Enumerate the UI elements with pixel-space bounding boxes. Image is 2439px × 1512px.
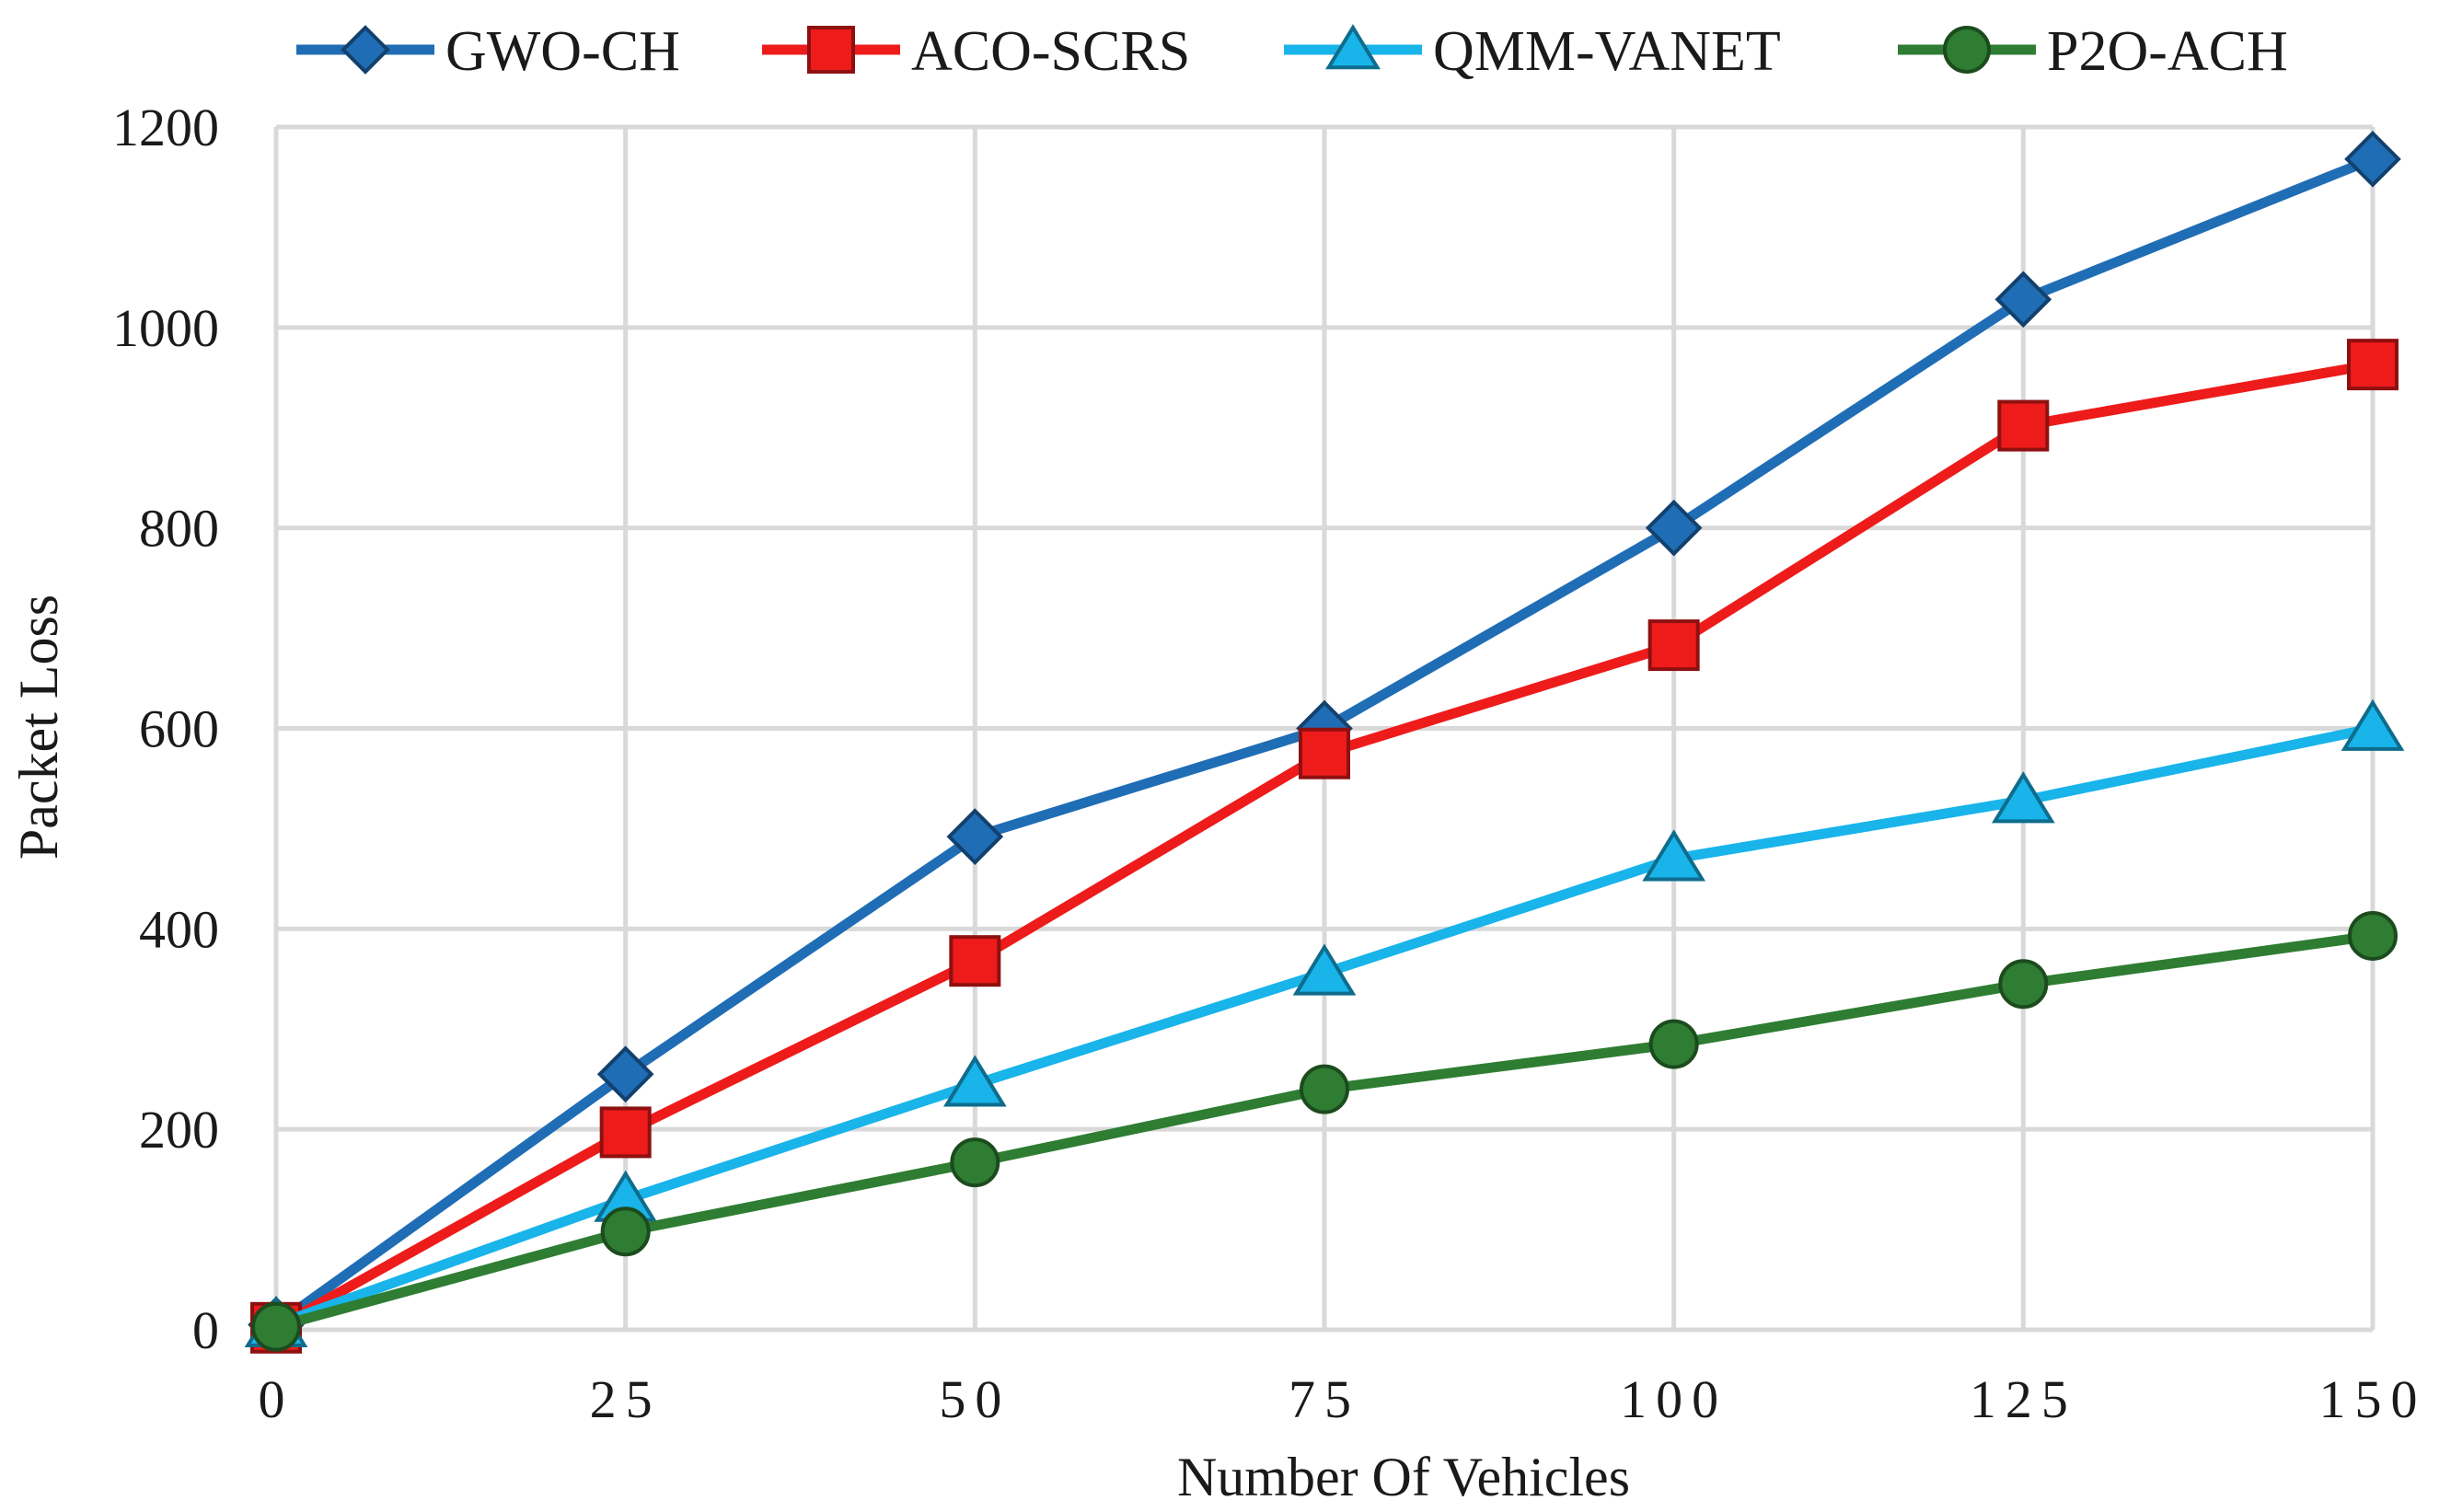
data-point	[1292, 943, 1357, 996]
y-tick-label: 800	[139, 499, 219, 559]
x-tick-label: 50	[939, 1369, 1011, 1429]
legend-item: ACO-SCRS	[762, 20, 1190, 83]
y-tick-label: 400	[139, 899, 219, 959]
data-point	[1991, 771, 2055, 824]
legend-item: GWO-CH	[296, 20, 680, 83]
data-point	[251, 1301, 301, 1352]
x-tick-label: 125	[1970, 1369, 2077, 1429]
data-point	[599, 1106, 652, 1159]
data-point	[1300, 1064, 1349, 1114]
data-point	[2344, 131, 2401, 188]
y-tick-label: 0	[192, 1300, 219, 1360]
data-point	[950, 1137, 1000, 1188]
data-point	[1299, 727, 1350, 779]
legend-label: ACO-SCRS	[911, 20, 1190, 83]
y-tick-label: 1000	[112, 298, 219, 358]
data-point	[1645, 499, 1703, 557]
data-point	[1648, 1019, 1699, 1069]
x-tick-label: 100	[1620, 1369, 1728, 1429]
data-point	[1997, 399, 2050, 452]
data-point	[2347, 339, 2399, 391]
legend-item: P2O-ACH	[1898, 20, 2288, 83]
series-layer	[244, 131, 2405, 1354]
data-point	[596, 1045, 654, 1103]
y-tick-label: 1200	[112, 98, 219, 157]
legend: GWO-CH ACO-SCRS QMM-VANET P2O-ACH	[296, 20, 2288, 83]
y-axis: 0 200 400 600 800 1000 1200	[112, 98, 219, 1360]
data-point	[1994, 271, 2052, 329]
data-point	[1642, 829, 1706, 882]
y-axis-title: Packet Loss	[8, 594, 69, 860]
data-point	[942, 1055, 1007, 1107]
data-point	[2341, 698, 2405, 751]
x-axis-title: Number Of Vehicles	[1177, 1447, 1630, 1507]
x-tick-label: 0	[259, 1369, 295, 1429]
legend-marker	[807, 26, 855, 74]
x-axis: 0 25 50 75 100 125 150	[259, 1369, 2427, 1429]
data-point	[946, 808, 1004, 865]
legend-marker	[341, 25, 390, 75]
y-tick-label: 200	[139, 1100, 219, 1160]
x-tick-label: 75	[1289, 1369, 1360, 1429]
legend-marker	[1325, 24, 1381, 70]
legend-label: QMM-VANET	[1433, 20, 1781, 83]
x-tick-label: 25	[590, 1369, 662, 1429]
legend-marker	[1943, 26, 1991, 74]
legend-label: GWO-CH	[445, 20, 680, 83]
data-point	[600, 1206, 651, 1257]
data-point	[1998, 959, 2049, 1010]
x-tick-label: 150	[2319, 1369, 2427, 1429]
data-point	[949, 935, 1001, 987]
data-point	[1647, 619, 1700, 672]
legend-item: QMM-VANET	[1284, 20, 1781, 83]
data-point	[2348, 910, 2398, 961]
y-tick-label: 600	[139, 699, 219, 759]
legend-label: P2O-ACH	[2047, 20, 2288, 83]
series-p2o-ach	[251, 910, 2398, 1352]
